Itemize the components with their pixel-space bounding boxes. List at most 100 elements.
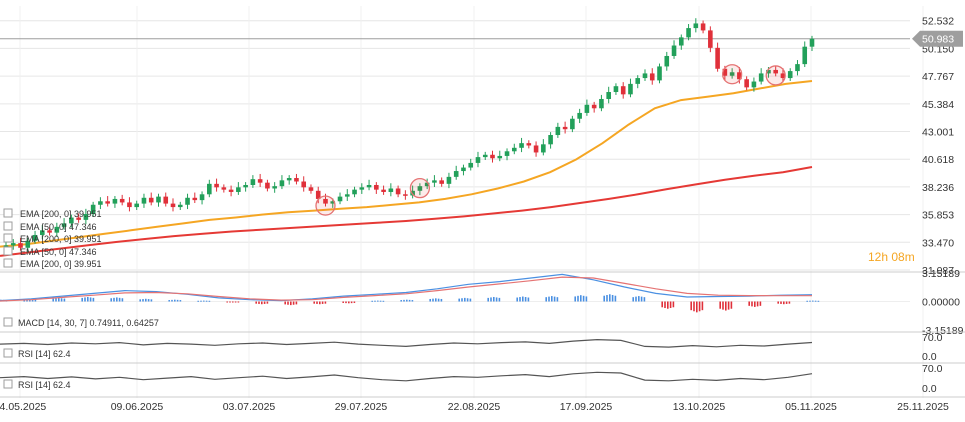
candle-body [620,86,626,95]
candle-body [591,104,597,109]
price-tick-label: 52.532 [922,16,954,28]
macd-histogram-bar [809,300,811,302]
price-tick-label: 35.853 [922,210,954,222]
candle-body [83,214,89,220]
candle-body [214,183,219,188]
macd-histogram-bar [490,297,492,302]
macd-histogram-bar [266,301,269,304]
price-tick-label: 31.087 [922,265,954,277]
macd-histogram-bar [672,301,675,308]
signal-marker [765,65,786,86]
macd-histogram-bar [614,295,617,302]
rsi-legend: RSI [14] 62.4 [3,348,71,359]
macd-histogram-bar [751,301,753,307]
macd-histogram-bar [400,300,402,302]
macd-histogram-bar [464,297,466,302]
macd-histogram-bar [727,301,730,310]
candle-body [61,223,67,227]
legend-checkbox [3,208,13,218]
macd-histogram-bar [150,299,153,302]
rsi-legend-text: RSI [14] 62.4 [18,349,71,359]
macd-histogram-bar [603,295,605,302]
macd-histogram-bar [582,295,585,302]
macd-histogram-bar [432,298,434,302]
macd-histogram-bar [719,301,721,309]
candle-body [395,188,401,195]
candle-body [693,23,699,29]
macd-histogram-bar [609,294,611,302]
candle-body [279,180,285,187]
macd-histogram-bar [55,298,57,302]
candle-body [90,204,96,215]
x-tick-label: 05.11.2025 [785,401,837,413]
macd-histogram-bar [234,301,237,303]
rsi-tick-label: 70.0 [922,332,943,344]
macd-histogram-bar [324,301,327,304]
x-tick-label: 09.06.2025 [111,401,164,413]
candle-body [272,186,277,189]
candle-body [439,180,444,184]
candle-body [802,46,808,65]
macd-histogram-bar [142,299,144,302]
macd-histogram-bar [754,301,756,307]
macd-tick-label: -3.15189 [922,325,964,337]
macd-histogram-bar [168,300,170,302]
macd-histogram-bar [788,301,791,304]
candle-body [533,145,539,153]
macd-histogram-bar [226,301,228,303]
candle-body [577,112,582,119]
signal-marker [315,195,336,216]
macd-histogram-bar [81,297,83,302]
macd-histogram-bar [777,301,779,304]
x-tick-label: 29.07.2025 [335,401,388,413]
candle-body [751,81,757,88]
macd-histogram-bar [145,298,147,302]
candle-body [599,98,604,109]
macd-histogram-bar [374,300,376,302]
candle-body [649,73,655,81]
candle-body [315,190,321,199]
macd-histogram-bar [693,301,695,312]
candle-body [105,201,110,204]
candle-body [265,182,270,189]
candle-body [475,157,481,163]
candle-body [286,178,292,181]
candle-body [555,126,561,136]
price-tick-label: 43.001 [922,127,954,139]
macd-histogram-bar [287,301,289,305]
candle-body [468,162,474,168]
macd-histogram-bar [696,301,698,313]
x-tick-label: 13.10.2025 [673,401,726,413]
x-axis: 14.05.2025 09.06.2025 03.07.2025 29.07.2025… [0,401,949,413]
macd-histogram-bar [522,296,524,302]
macd-histogram-bar [730,301,733,309]
macd-histogram-bar [261,301,263,305]
candle-body [185,197,190,205]
current-price-label: 50.983 [922,34,954,46]
macd-histogram-bar [208,300,211,302]
legend-text: EMA [50, 0] 47.346 [20,222,97,232]
macd-histogram-bar [759,301,762,306]
candle-body [112,198,118,204]
macd-histogram-bar [664,301,666,309]
indicator-legend: EMA [200, 0] 39.951 EMA [50, 0] 47.346 EMA… [3,208,102,269]
macd-histogram-bar [403,299,405,302]
x-tick-label: 17.09.2025 [560,401,613,413]
legend-checkbox [3,221,13,231]
macd-panel: 3.15189 0.00000 -3.15189 MACD [14, 30, 7] 0… [0,268,965,337]
candle-body [809,38,815,47]
legend-entry: EMA [50, 0] 47.346 [3,221,97,232]
candle-body [613,86,619,93]
candle-body [301,181,307,188]
macd-histogram-bar [197,300,199,302]
macd-histogram-bar [350,301,353,304]
candle-body [766,69,771,74]
candle-body [308,187,314,191]
candle-body [10,243,16,246]
rsi-tick-label: 70.0 [922,363,943,375]
macd-histogram-bar [643,297,646,302]
candle-body [221,187,227,190]
macd-histogram-bar [661,301,663,308]
macd-histogram-bar [487,297,489,302]
